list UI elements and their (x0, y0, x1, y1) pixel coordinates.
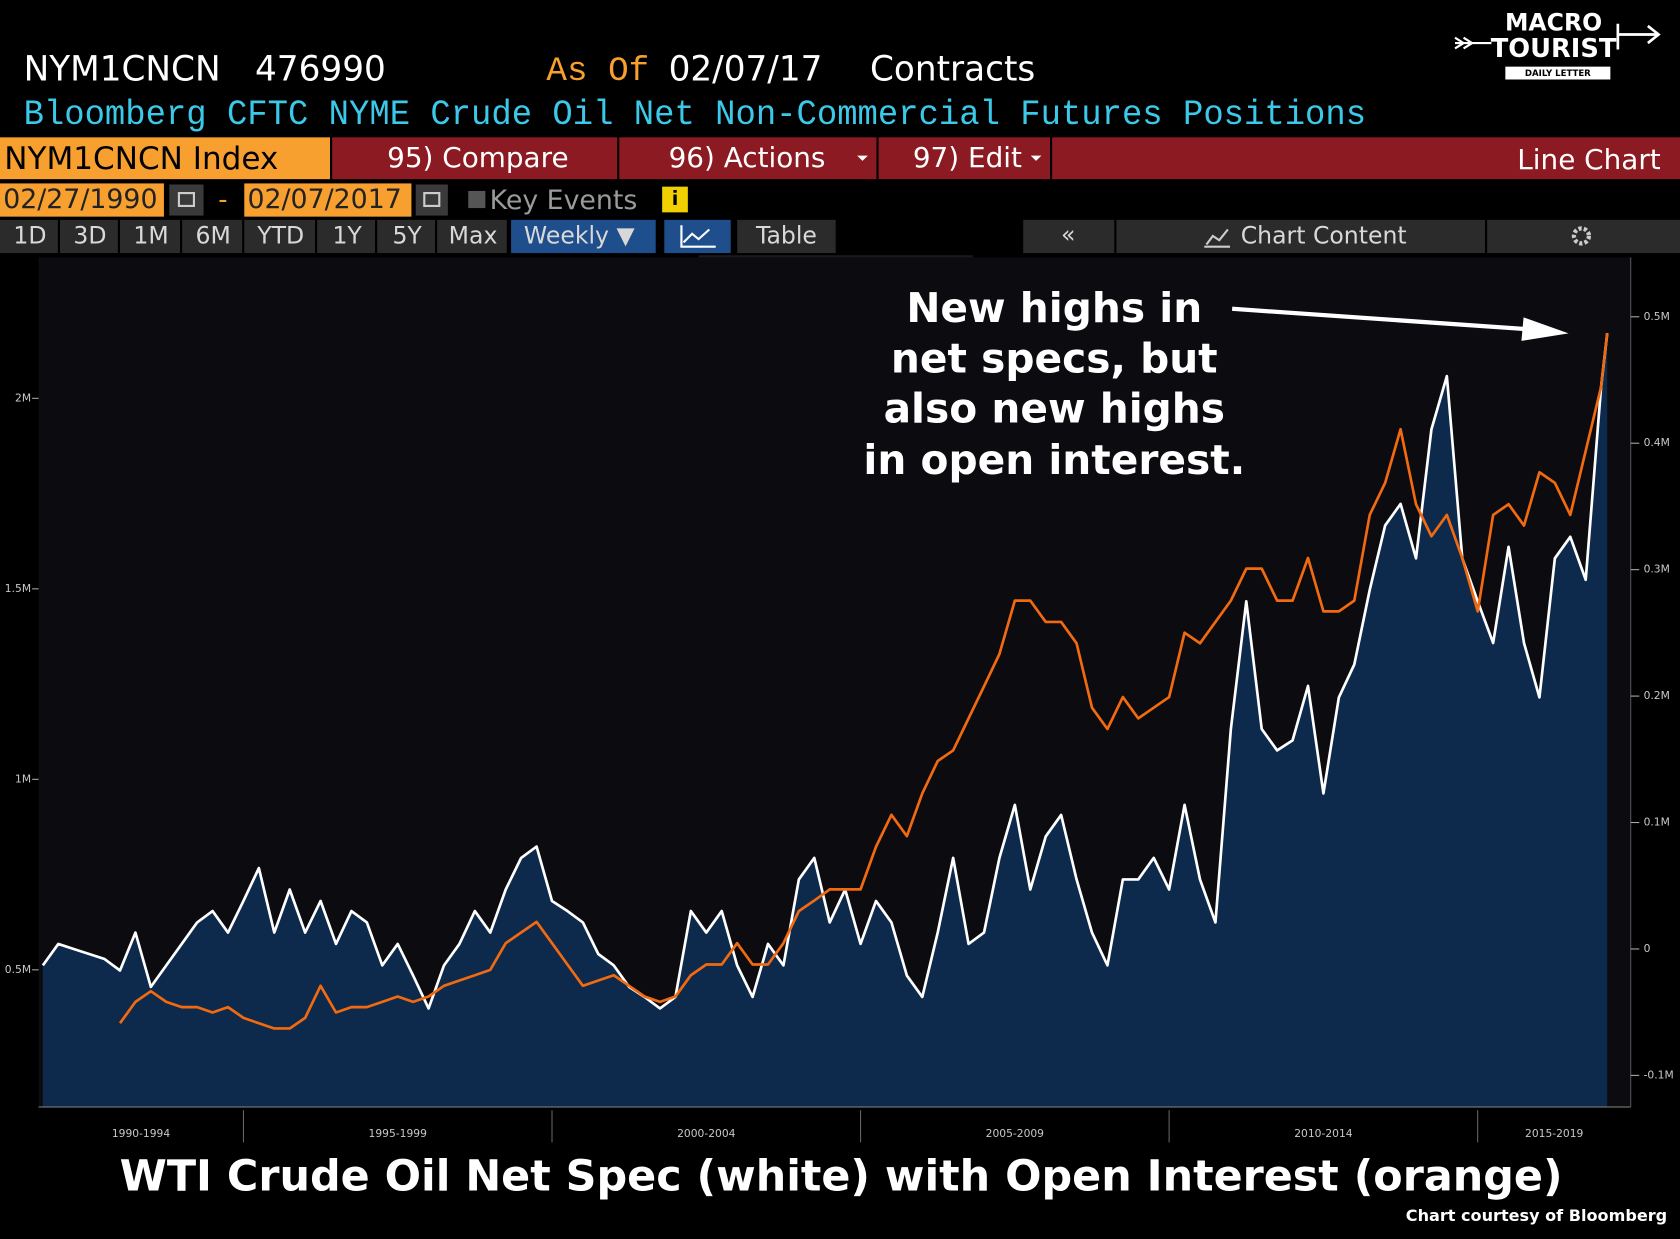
period[interactable]: YTD (256, 221, 304, 249)
start-date-box[interactable] (0, 183, 164, 217)
chart-content[interactable]: Chart Content (1241, 221, 1407, 249)
period-button[interactable] (377, 219, 435, 254)
arrow-head (1521, 317, 1569, 341)
annotation-line: New highs in (906, 284, 1202, 332)
annotation-arrow (1231, 306, 1527, 332)
logo-text: MACRO (1505, 8, 1602, 36)
start-date[interactable]: 02/27/1990 (3, 184, 157, 215)
plot (41, 333, 1609, 1108)
y2-tick-label: 0 (1644, 942, 1651, 955)
gear-icon (1571, 226, 1592, 246)
period[interactable]: 1D (13, 221, 46, 249)
ticker: NYM1CNCN (24, 49, 221, 89)
info-button[interactable] (662, 186, 688, 213)
chart-button[interactable] (664, 219, 731, 254)
checkbox[interactable] (468, 190, 486, 209)
info-icon: i (672, 187, 679, 210)
end-date-box[interactable] (244, 183, 412, 217)
annotation: New highs in net specs, but also new hig… (863, 284, 1569, 484)
key-events[interactable]: Key Events (490, 185, 638, 216)
period-button[interactable] (120, 219, 180, 254)
y-tick-label: 1M (15, 772, 31, 785)
period[interactable]: 5Y (392, 221, 422, 249)
security[interactable]: NYM1CNCN Index (4, 141, 278, 177)
logo-text: TOURIST (1491, 34, 1617, 64)
logo: MACRO TOURIST DAILY LETTER (1454, 8, 1661, 80)
caret (1030, 155, 1042, 161)
line (41, 333, 1609, 1010)
actions-menu[interactable]: 96) Actions (669, 141, 826, 174)
line (118, 333, 1609, 1030)
y-tick-label: 0.5M (5, 963, 31, 976)
chart-content-button[interactable] (1116, 219, 1485, 254)
caret (857, 155, 868, 161)
menu-bar (332, 137, 1680, 180)
calendar-button[interactable] (169, 184, 204, 216)
y-tick-label: 2M (15, 391, 31, 404)
period-button[interactable] (244, 219, 315, 254)
last-value: 476990 (255, 49, 386, 89)
y2-tick-label: 0.3M (1644, 563, 1670, 576)
frequency[interactable]: Weekly ▼ (524, 221, 636, 249)
y2-tick-label: 0.4M (1644, 436, 1670, 449)
settings-button[interactable] (1487, 219, 1680, 254)
security-box[interactable] (0, 137, 330, 180)
y2-tick-label: 0.1M (1644, 816, 1670, 829)
calendar-icon (423, 192, 441, 208)
calendar-icon (177, 192, 195, 208)
period[interactable]: 6M (196, 221, 231, 249)
chart-type: Line Chart (1517, 143, 1660, 176)
period-button[interactable] (317, 219, 375, 254)
y-tick-label: 1.5M (5, 582, 31, 595)
y2-tick-label: 0.2M (1644, 689, 1670, 702)
end-date[interactable]: 02/07/2017 (247, 184, 401, 215)
compare-menu[interactable]: 95) Compare (387, 141, 568, 174)
as-of-date: 02/07/17 (669, 49, 823, 89)
period[interactable]: 1M (133, 221, 168, 249)
description: Bloomberg CFTC NYME Crude Oil Net Non-Co… (24, 95, 1367, 135)
annotation-line: in open interest. (863, 436, 1245, 484)
chart-icon (680, 225, 716, 248)
table[interactable]: Table (755, 221, 817, 249)
collapse-button[interactable] (1023, 219, 1115, 254)
calendar-button[interactable] (415, 184, 448, 216)
logo-arrow (1616, 23, 1661, 50)
y2-tick-label: 0.5M (1644, 310, 1670, 323)
x-tick-label: 2000-2004 (677, 1127, 736, 1140)
x-tick-label: 2015-2019 (1525, 1127, 1584, 1140)
period-button[interactable] (437, 219, 507, 254)
credit: Chart courtesy of Bloomberg (1406, 1206, 1667, 1225)
logo-band (1505, 66, 1611, 80)
chart-title: WTI Crude Oil Net Spec (white) with Open… (120, 1151, 1563, 1201)
chart-content-icon (1204, 228, 1230, 248)
period-button[interactable] (0, 219, 58, 254)
frequency-button[interactable] (511, 219, 656, 254)
as-of: As Of (546, 52, 649, 91)
period[interactable]: 3D (73, 221, 106, 249)
table-button[interactable] (737, 219, 836, 254)
logo-text: DAILY LETTER (1525, 69, 1591, 79)
logo-arrow (1454, 36, 1492, 50)
annotation-line: net specs, but (891, 334, 1218, 382)
collapse-icon: « (1061, 220, 1075, 248)
period-button[interactable] (182, 219, 243, 254)
period-button[interactable] (60, 219, 118, 254)
x-tick-label: 2005-2009 (986, 1127, 1045, 1140)
period[interactable]: Max (449, 221, 498, 249)
y2-tick-label: -0.1M (1644, 1068, 1674, 1081)
period[interactable]: 1Y (332, 221, 362, 249)
x-tick-label: 2010-2014 (1294, 1127, 1353, 1140)
date-separator: - (218, 185, 227, 215)
x-tick-label: 1995-1999 (369, 1127, 428, 1140)
units: Contracts (870, 49, 1035, 89)
period-buttons: 1D 3D 1M 6M YTD 1Y 5Y Max (0, 219, 507, 254)
x-tick-label: 1990-1994 (112, 1127, 171, 1140)
edit-menu[interactable]: 97) Edit (913, 141, 1022, 174)
annotation-line: also new highs (884, 385, 1225, 433)
